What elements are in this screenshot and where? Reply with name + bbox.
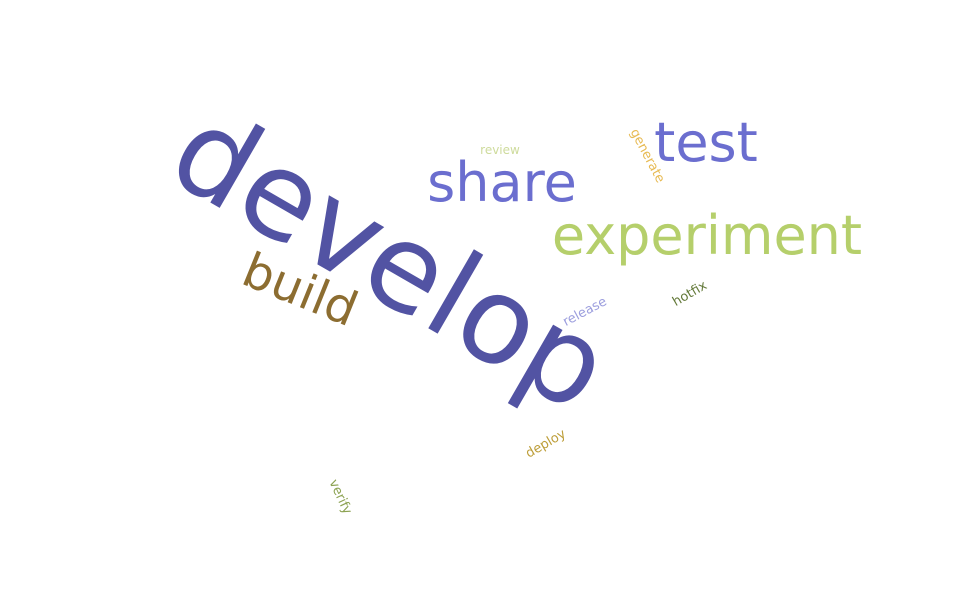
word-hotfix: hotfix: [670, 278, 710, 310]
word-deploy: deploy: [523, 426, 569, 462]
word-share: share: [427, 151, 577, 214]
word-experiment: experiment: [551, 204, 863, 267]
word-verify: verify: [325, 477, 355, 517]
word-review: review: [480, 143, 520, 157]
word-test: test: [654, 111, 758, 174]
